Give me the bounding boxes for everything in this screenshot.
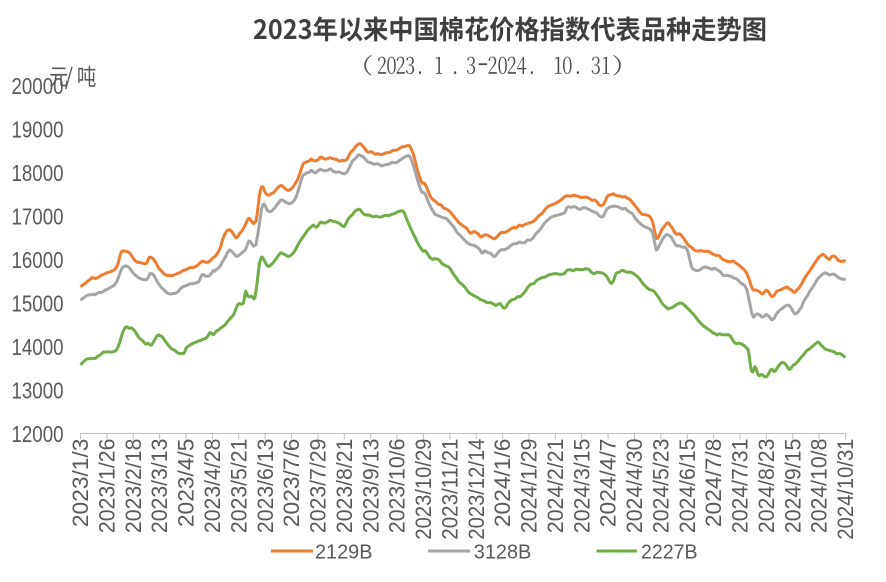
svg-text:3128B: 3128B	[474, 542, 532, 564]
svg-text:2023/12/14: 2023/12/14	[464, 439, 489, 540]
svg-text:2023/3/13: 2023/3/13	[147, 439, 172, 533]
svg-text:2023/2/18: 2023/2/18	[121, 439, 146, 533]
svg-text:2023/7/29: 2023/7/29	[306, 439, 331, 533]
svg-text:16000: 16000	[12, 247, 64, 273]
svg-text:2024/4/7: 2024/4/7	[596, 439, 621, 527]
svg-text:2024/8/23: 2024/8/23	[754, 439, 779, 533]
svg-text:15000: 15000	[12, 290, 64, 316]
svg-text:17000: 17000	[12, 203, 64, 229]
svg-text:2024/10/8: 2024/10/8	[807, 439, 832, 533]
svg-text:2023/1/26: 2023/1/26	[94, 439, 119, 533]
svg-text:18000: 18000	[12, 160, 64, 186]
svg-text:2023/10/6: 2023/10/6	[385, 439, 410, 533]
svg-text:2024/5/23: 2024/5/23	[648, 439, 673, 533]
svg-text:2023/9/13: 2023/9/13	[358, 439, 383, 533]
svg-text:2227B: 2227B	[641, 542, 698, 564]
svg-text:14000: 14000	[12, 334, 64, 360]
svg-text:2024/7/8: 2024/7/8	[701, 439, 726, 527]
svg-text:2024/6/15: 2024/6/15	[675, 439, 700, 533]
svg-text:20000: 20000	[12, 73, 64, 99]
svg-text:2024/2/21: 2024/2/21	[543, 439, 568, 533]
svg-text:2024/4/30: 2024/4/30	[622, 439, 647, 533]
svg-text:2023/1/3: 2023/1/3	[68, 439, 93, 527]
svg-text:2023/6/13: 2023/6/13	[253, 439, 278, 533]
svg-text:2023/7/6: 2023/7/6	[279, 439, 304, 527]
svg-text:2023/10/29: 2023/10/29	[411, 439, 436, 540]
svg-text:2023/4/5: 2023/4/5	[174, 439, 199, 527]
svg-text:2023/5/21: 2023/5/21	[226, 439, 251, 533]
svg-text:2024/1/6: 2024/1/6	[490, 439, 515, 527]
svg-text:2024/10/31: 2024/10/31	[833, 439, 858, 540]
svg-text:2023/11/21: 2023/11/21	[437, 439, 462, 540]
svg-text:2024/3/15: 2024/3/15	[569, 439, 594, 533]
svg-text:2024/7/31: 2024/7/31	[728, 439, 753, 533]
svg-text:13000: 13000	[12, 377, 64, 403]
svg-text:2023/4/28: 2023/4/28	[200, 439, 225, 533]
svg-text:2024/1/29: 2024/1/29	[517, 439, 542, 533]
svg-text:2129B: 2129B	[315, 542, 373, 564]
svg-text:2024/9/15: 2024/9/15	[780, 439, 805, 533]
svg-text:2023/8/21: 2023/8/21	[332, 439, 357, 533]
svg-text:12000: 12000	[12, 421, 64, 447]
svg-text:19000: 19000	[12, 116, 64, 142]
